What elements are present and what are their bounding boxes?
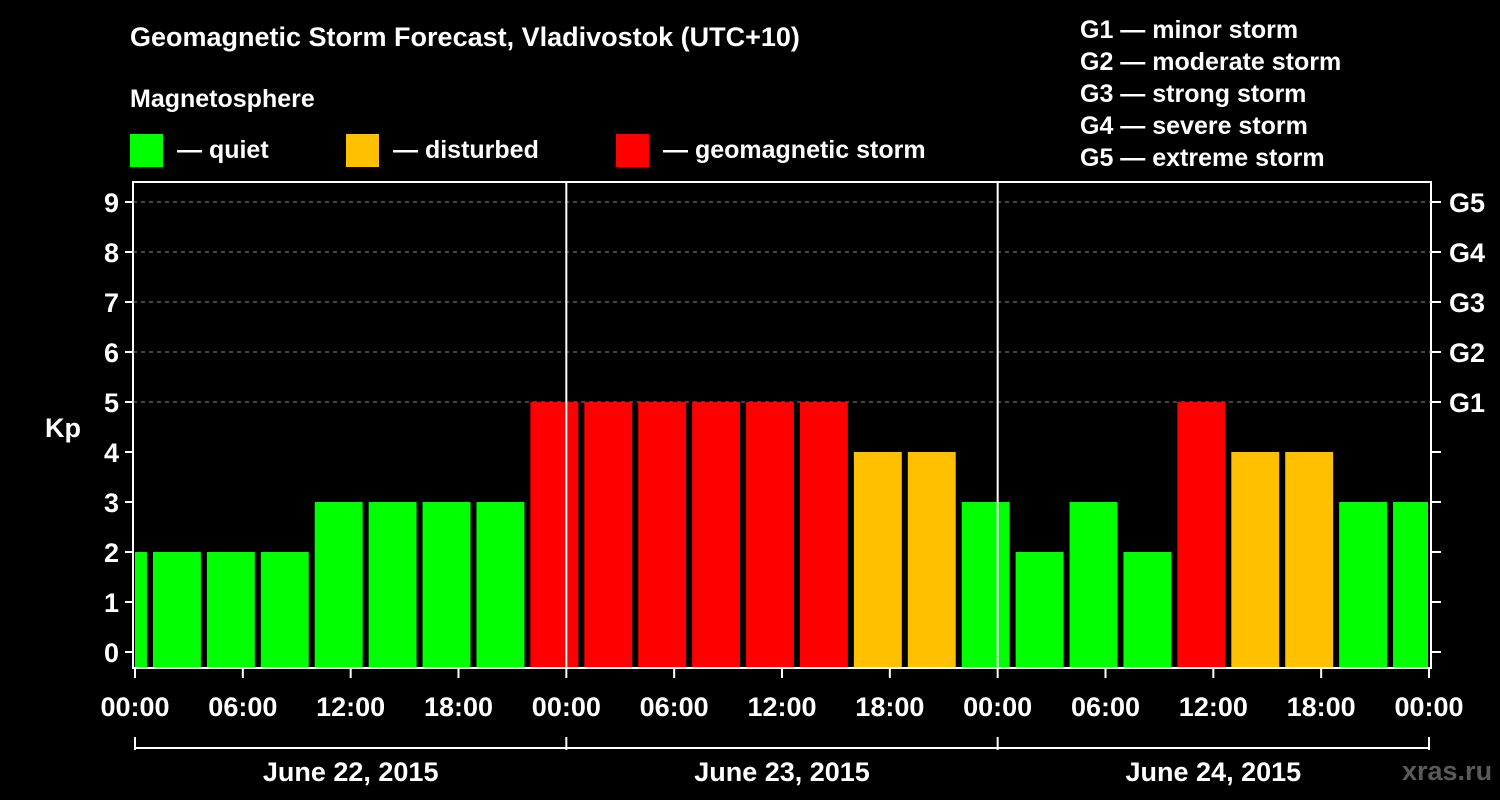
y2-tick-label-g3: G3 xyxy=(1449,288,1485,318)
kp-bar-2 xyxy=(206,552,255,667)
y2-tick-label-g1: G1 xyxy=(1449,388,1485,418)
kp-bar-17 xyxy=(1015,552,1064,667)
x-tick-label-12: 00:00 xyxy=(1394,692,1463,722)
y-tick-label-7: 7 xyxy=(104,288,119,318)
kp-bar-24 xyxy=(1393,502,1428,667)
kp-bar-15 xyxy=(907,452,956,667)
kp-bar-1 xyxy=(152,552,201,667)
y-tick-label-3: 3 xyxy=(104,488,119,518)
legend-disturbed-label: — disturbed xyxy=(393,135,539,164)
y-tick-label-5: 5 xyxy=(104,388,119,418)
legend-storm: — geomagnetic storm xyxy=(616,133,926,167)
storm-level-g2: G2 — moderate storm xyxy=(1080,48,1342,76)
day-label-2: June 24, 2015 xyxy=(1126,757,1302,787)
kp-bar-18 xyxy=(1069,502,1118,667)
x-tick-label-9: 06:00 xyxy=(1071,692,1140,722)
legend-quiet: — quiet xyxy=(130,133,269,167)
x-tick-label-11: 18:00 xyxy=(1287,692,1356,722)
storm-level-g5: G5 — extreme storm xyxy=(1080,144,1325,172)
x-tick-label-1: 06:00 xyxy=(208,692,277,722)
legend-quiet-label: — quiet xyxy=(177,135,269,164)
quiet-swatch-icon xyxy=(130,133,163,167)
y-tick-label-0: 0 xyxy=(104,638,119,668)
storm-level-g4: G4 — severe storm xyxy=(1080,112,1308,140)
y-tick-label-8: 8 xyxy=(104,238,119,268)
y-tick-label-2: 2 xyxy=(104,538,119,568)
kp-bar-0 xyxy=(135,552,147,667)
kp-bar-9 xyxy=(584,402,633,667)
kp-bar-21 xyxy=(1231,452,1280,667)
x-tick-label-5: 06:00 xyxy=(640,692,709,722)
storm-level-g1: G1 — minor storm xyxy=(1080,16,1299,44)
kp-bar-20 xyxy=(1177,402,1226,667)
magnetosphere-label: Magnetosphere xyxy=(130,85,315,113)
kp-bar-4 xyxy=(314,502,363,667)
storm-level-legend: G1 — minor storm G2 — moderate storm G3 … xyxy=(1080,14,1341,174)
kp-bar-7 xyxy=(476,502,525,667)
x-tick-label-4: 00:00 xyxy=(532,692,601,722)
x-tick-label-8: 00:00 xyxy=(963,692,1032,722)
x-tick-label-10: 12:00 xyxy=(1179,692,1248,722)
chart-title: Geomagnetic Storm Forecast, Vladivostok … xyxy=(130,22,800,52)
y2-tick-label-g5: G5 xyxy=(1449,188,1485,218)
kp-bar-10 xyxy=(638,402,687,667)
legend-storm-label: — geomagnetic storm xyxy=(663,135,926,164)
kp-bar-16 xyxy=(961,502,1010,667)
y-axis-label: Kp xyxy=(45,413,81,443)
y2-tick-label-g4: G4 xyxy=(1449,238,1485,268)
kp-bar-12 xyxy=(746,402,794,667)
kp-bar-6 xyxy=(422,502,471,667)
disturbed-swatch-icon xyxy=(346,133,379,167)
x-tick-label-2: 12:00 xyxy=(316,692,385,722)
y2-tick-label-g2: G2 xyxy=(1449,338,1485,368)
kp-bar-8 xyxy=(530,402,579,667)
x-tick-label-7: 18:00 xyxy=(855,692,924,722)
kp-bar-14 xyxy=(853,452,902,667)
kp-bar-3 xyxy=(260,552,309,667)
y-tick-label-9: 9 xyxy=(104,188,119,218)
kp-bar-23 xyxy=(1339,502,1388,667)
y-tick-label-6: 6 xyxy=(104,338,119,368)
kp-bar-22 xyxy=(1285,452,1334,667)
kp-bar-11 xyxy=(692,402,741,667)
kp-bar-13 xyxy=(799,402,848,667)
storm-swatch-icon xyxy=(616,133,649,167)
legend-disturbed: — disturbed xyxy=(346,133,539,167)
x-tick-label-3: 18:00 xyxy=(424,692,493,722)
y-tick-label-1: 1 xyxy=(104,588,119,618)
x-tick-label-0: 00:00 xyxy=(100,692,169,722)
kp-bar-19 xyxy=(1123,552,1172,667)
kp-bar-5 xyxy=(368,502,417,667)
x-tick-label-6: 12:00 xyxy=(747,692,816,722)
storm-level-g3: G3 — strong storm xyxy=(1080,80,1307,108)
y-tick-label-4: 4 xyxy=(104,438,119,468)
watermark: xras.ru xyxy=(1402,756,1493,786)
day-label-1: June 23, 2015 xyxy=(694,757,870,787)
day-label-0: June 22, 2015 xyxy=(263,757,439,787)
